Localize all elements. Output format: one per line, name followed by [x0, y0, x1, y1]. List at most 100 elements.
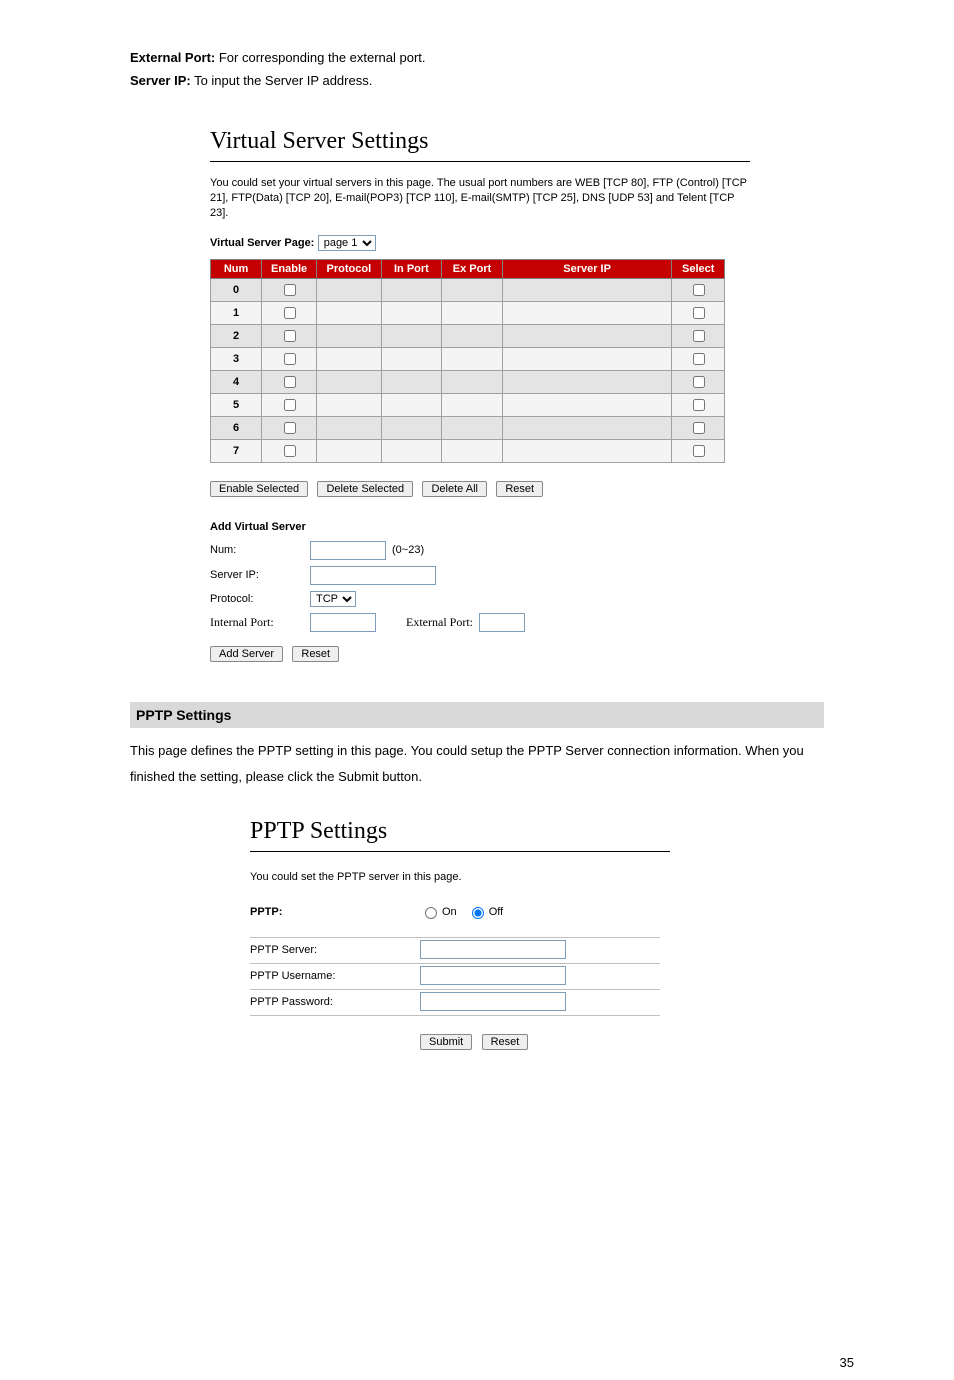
enable-checkbox[interactable] [284, 399, 296, 411]
virtual-server-table: Num Enable Protocol In Port Ex Port Serv… [210, 259, 725, 463]
pptp-panel: PPTP Settings You could set the PPTP ser… [250, 818, 670, 1051]
submit-button[interactable]: Submit [420, 1034, 472, 1050]
col-protocol: Protocol [317, 259, 382, 278]
pptp-reset-button[interactable]: Reset [482, 1034, 529, 1050]
pptp-server-input[interactable] [420, 940, 566, 959]
select-checkbox[interactable] [693, 399, 705, 411]
pptp-on-radio[interactable] [425, 907, 437, 919]
pptp-username-row: PPTP Username: [250, 966, 670, 985]
off-label: Off [489, 906, 503, 918]
server-ip-input[interactable] [310, 566, 436, 585]
row-num: 4 [233, 376, 239, 388]
col-enable: Enable [262, 259, 317, 278]
reset-button[interactable]: Reset [496, 481, 543, 497]
pptp-toggle-row: PPTP: On Off [250, 904, 670, 919]
virtual-server-page-select[interactable]: page 1 [318, 235, 376, 251]
page-number: 35 [840, 1355, 854, 1370]
select-checkbox[interactable] [693, 422, 705, 434]
num-row: Num: (0~23) [210, 541, 750, 560]
add-server-button[interactable]: Add Server [210, 646, 283, 662]
enable-checkbox[interactable] [284, 307, 296, 319]
col-select: Select [672, 259, 725, 278]
virtual-server-panel: Virtual Server Settings You could set yo… [210, 128, 750, 662]
port-row: Internal Port: External Port: [210, 613, 750, 632]
pptp-server-row: PPTP Server: [250, 940, 670, 959]
page-container: External Port: For corresponding the ext… [0, 0, 954, 1380]
server-ip-row: Server IP: [210, 566, 750, 585]
pptp-password-input[interactable] [420, 992, 566, 1011]
enable-checkbox[interactable] [284, 376, 296, 388]
external-port-term: External Port: [130, 50, 215, 65]
protocol-label: Protocol: [210, 593, 310, 605]
pptp-panel-title: PPTP Settings [250, 818, 670, 845]
server-ip-term: Server IP: [130, 73, 191, 88]
delete-selected-button[interactable]: Delete Selected [317, 481, 413, 497]
table-row: 0 [211, 278, 725, 301]
col-num: Num [211, 259, 262, 278]
select-checkbox[interactable] [693, 353, 705, 365]
select-checkbox[interactable] [693, 330, 705, 342]
pptp-section-text: This page defines the PPTP setting in th… [130, 738, 824, 790]
external-port-label: External Port: [406, 615, 473, 630]
num-hint: (0~23) [392, 544, 424, 556]
table-header-row: Num Enable Protocol In Port Ex Port Serv… [211, 259, 725, 278]
pptp-username-input[interactable] [420, 966, 566, 985]
divider [250, 963, 660, 964]
select-checkbox[interactable] [693, 284, 705, 296]
enable-checkbox[interactable] [284, 422, 296, 434]
divider [210, 161, 750, 162]
row-num: 2 [233, 330, 239, 342]
virtual-server-page-label: Virtual Server Page: [210, 237, 314, 249]
virtual-server-description: You could set your virtual servers in th… [210, 176, 750, 221]
virtual-server-title: Virtual Server Settings [210, 128, 750, 155]
select-checkbox[interactable] [693, 307, 705, 319]
table-row: 7 [211, 439, 725, 462]
on-label: On [442, 906, 457, 918]
external-port-text: For corresponding the external port. [215, 50, 425, 65]
num-label: Num: [210, 544, 310, 556]
table-row: 2 [211, 324, 725, 347]
divider [250, 989, 660, 990]
add-virtual-server-heading: Add Virtual Server [210, 521, 750, 533]
protocol-row: Protocol: TCP [210, 591, 750, 607]
row-num: 6 [233, 422, 239, 434]
col-server-ip: Server IP [502, 259, 672, 278]
internal-port-input[interactable] [310, 613, 376, 632]
pptp-section-heading: PPTP Settings [130, 702, 824, 728]
internal-port-label: Internal Port: [210, 615, 310, 630]
pptp-password-label: PPTP Password: [250, 996, 420, 1008]
pptp-username-label: PPTP Username: [250, 970, 420, 982]
definition-external-port: External Port: For corresponding the ext… [130, 50, 824, 65]
pptp-password-row: PPTP Password: [250, 992, 670, 1011]
row-num: 1 [233, 307, 239, 319]
select-checkbox[interactable] [693, 376, 705, 388]
server-ip-text: To input the Server IP address. [191, 73, 373, 88]
enable-checkbox[interactable] [284, 445, 296, 457]
enable-selected-button[interactable]: Enable Selected [210, 481, 308, 497]
enable-checkbox[interactable] [284, 284, 296, 296]
row-num: 0 [233, 284, 239, 296]
num-input[interactable] [310, 541, 386, 560]
pptp-label: PPTP: [250, 906, 420, 918]
enable-checkbox[interactable] [284, 330, 296, 342]
row-num: 3 [233, 353, 239, 365]
server-ip-label: Server IP: [210, 569, 310, 581]
external-port-input[interactable] [479, 613, 525, 632]
table-row: 3 [211, 347, 725, 370]
table-row: 5 [211, 393, 725, 416]
enable-checkbox[interactable] [284, 353, 296, 365]
pptp-description: You could set the PPTP server in this pa… [250, 870, 670, 885]
row-num: 5 [233, 399, 239, 411]
col-ex-port: Ex Port [442, 259, 503, 278]
add-action-row: Add Server Reset [210, 646, 750, 662]
delete-all-button[interactable]: Delete All [422, 481, 486, 497]
protocol-select[interactable]: TCP [310, 591, 356, 607]
pptp-action-row: Submit Reset [420, 1034, 670, 1050]
page-selector-row: Virtual Server Page: page 1 [210, 235, 750, 259]
select-checkbox[interactable] [693, 445, 705, 457]
col-in-port: In Port [381, 259, 442, 278]
pptp-off-radio[interactable] [472, 907, 484, 919]
row-num: 7 [233, 445, 239, 457]
add-reset-button[interactable]: Reset [292, 646, 339, 662]
table-row: 4 [211, 370, 725, 393]
